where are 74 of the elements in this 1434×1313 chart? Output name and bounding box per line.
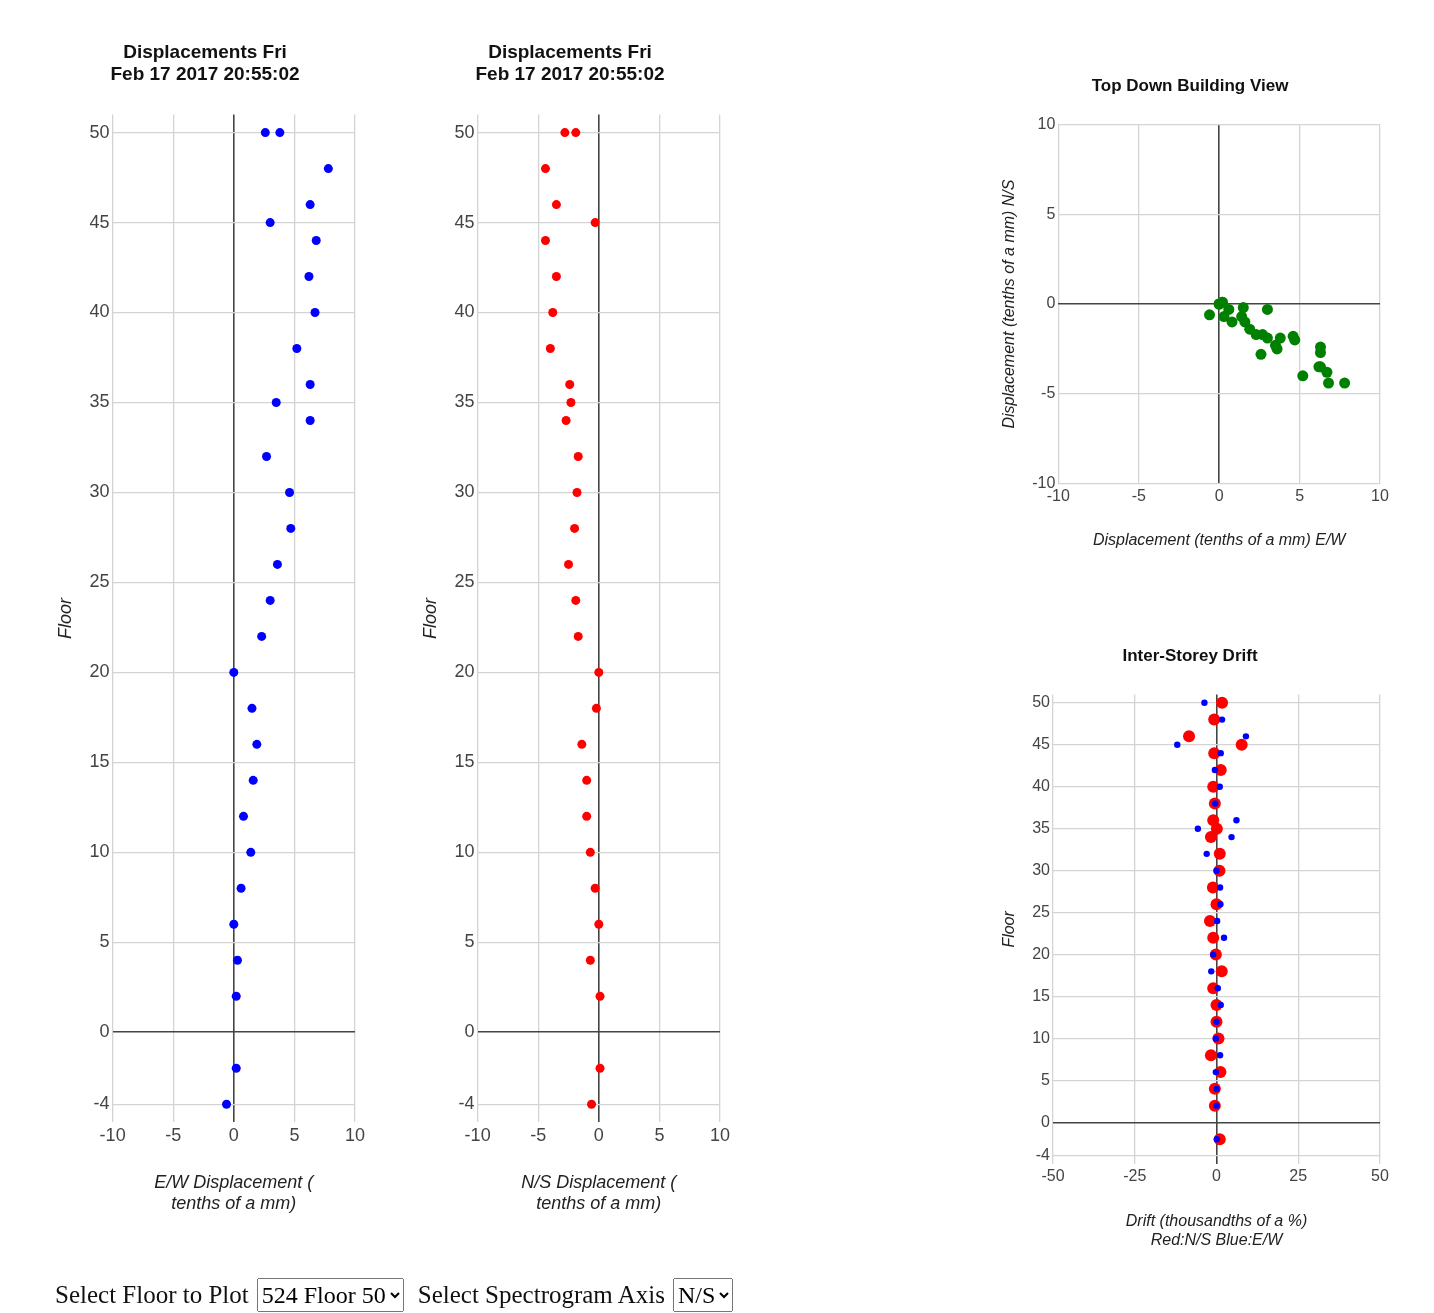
y-tick-label: 0: [99, 1021, 110, 1042]
y-tick-label: 15: [1032, 986, 1051, 1004]
y-tick-label: 30: [454, 481, 475, 502]
x-tick-label: 10: [1371, 486, 1389, 504]
x-tick-label: 50: [1371, 1167, 1389, 1185]
y-tick-label: 15: [89, 751, 110, 772]
x-tick-label: 0: [1212, 1167, 1222, 1185]
y-tick-label: 5: [1046, 204, 1056, 222]
y-tick-label: 35: [454, 391, 475, 412]
x-tick-label: -5: [530, 1124, 547, 1145]
y-tick-label: 25: [1032, 903, 1051, 921]
y-tick-label: -4: [93, 1093, 110, 1114]
x-tick-label: -5: [165, 1124, 182, 1145]
y-tick-label: 10: [1037, 114, 1056, 132]
chart-title: Inter-Storey Drift: [1122, 645, 1258, 665]
y-tick-label: 50: [89, 121, 110, 142]
x-tick-label: 10: [344, 1124, 366, 1145]
chart-title: Top Down Building View: [1091, 75, 1290, 95]
y-tick-label: 10: [89, 841, 110, 862]
y-tick-label: 45: [454, 211, 475, 232]
y-tick-label: 50: [1032, 693, 1051, 711]
axis-select: N/S: [672, 1278, 733, 1312]
y-tick-label: 40: [454, 301, 475, 322]
x-tick-label: 5: [1295, 486, 1305, 504]
x-axis-title: Drift (thousandths of a %): [1125, 1211, 1308, 1229]
y-tick-label: 35: [89, 391, 110, 412]
y-axis-title: Floor: [54, 596, 75, 639]
x-axis-title: Displacement (tenths of a mm) E/W: [1092, 530, 1348, 548]
x-tick-label: -5: [1131, 486, 1146, 504]
y-tick-label: 40: [1032, 777, 1051, 795]
y-tick-label: 0: [464, 1021, 475, 1042]
y-tick-label: 20: [89, 661, 110, 682]
y-tick-label: 15: [454, 751, 475, 772]
y-tick-label: -4: [458, 1093, 475, 1114]
x-tick-label: 10: [709, 1124, 731, 1145]
x-tick-label: 0: [1214, 486, 1224, 504]
floor-select: 524 Floor 50: [256, 1278, 404, 1312]
text: Red:N/S Blue:E/W: [1150, 1230, 1285, 1248]
x-axis-title: N/S Displacement ( tenths of a mm): [521, 1171, 679, 1214]
y-tick-label: 30: [1032, 861, 1051, 879]
x-tick-label: 0: [228, 1124, 239, 1145]
y-tick-label: 25: [89, 571, 110, 592]
x-tick-label: -25: [1123, 1167, 1147, 1185]
y-tick-label: 0: [1041, 1112, 1051, 1130]
y-tick-label: 0: [1046, 294, 1056, 312]
y-tick-label: 5: [1041, 1070, 1051, 1088]
y-tick-label: 25: [454, 571, 475, 592]
x-axis-title: E/W Displacement ( tenths of a mm): [154, 1171, 316, 1214]
x-tick-label: -50: [1041, 1167, 1065, 1185]
y-tick-label: -4: [1035, 1146, 1051, 1164]
x-tick-label: 25: [1289, 1167, 1308, 1185]
y-tick-label: 5: [99, 931, 110, 952]
chart-title: Displacements Fri Feb 17 2017 20:55:02: [475, 40, 665, 85]
x-tick-label: 5: [289, 1124, 300, 1145]
y-tick-label: 20: [1032, 944, 1051, 962]
y-axis-title: Floor: [1000, 910, 1018, 948]
y-axis-title: Floor: [419, 596, 440, 639]
text: Select Spectrogram Axis: [417, 1281, 665, 1309]
chart-title: Displacements Fri Feb 17 2017 20:55:02: [110, 40, 300, 85]
y-axis-title: Displacement (tenths of a mm) N/S: [1000, 179, 1018, 429]
y-tick-label: 45: [1032, 735, 1051, 753]
y-tick-label: -5: [1041, 384, 1056, 402]
y-tick-label: 5: [464, 931, 475, 952]
y-tick-label: 10: [1032, 1028, 1051, 1046]
x-tick-label: 0: [593, 1124, 604, 1145]
x-tick-label: 5: [654, 1124, 665, 1145]
y-tick-label: 10: [454, 841, 475, 862]
y-tick-label: 40: [89, 301, 110, 322]
y-tick-label: 35: [1032, 819, 1051, 837]
y-tick-label: 30: [89, 481, 110, 502]
y-tick-label: 45: [89, 211, 110, 232]
text: Select Floor to Plot: [55, 1281, 249, 1309]
y-tick-label: 50: [454, 121, 475, 142]
y-tick-label: 20: [454, 661, 475, 682]
